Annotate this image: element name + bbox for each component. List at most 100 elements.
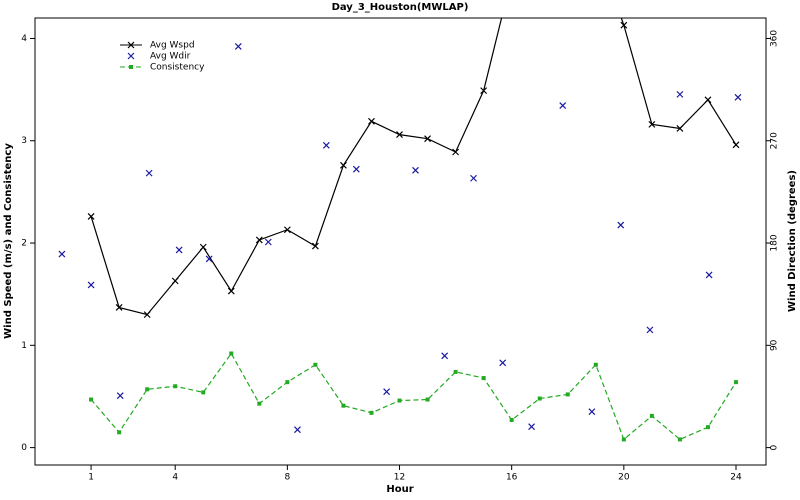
point (648, 120, 656, 128)
point (341, 403, 346, 408)
legend-marker (127, 41, 135, 49)
x-tick-label: 20 (618, 473, 630, 483)
x-tick-label: 24 (730, 473, 742, 483)
point (617, 221, 625, 229)
point (452, 148, 460, 156)
point (87, 213, 95, 220)
point (412, 166, 419, 174)
point (89, 397, 94, 402)
point (264, 238, 272, 246)
x-axis-label: Hour (386, 484, 413, 495)
x-tick-label: 8 (284, 473, 290, 483)
point (481, 376, 486, 381)
point (621, 437, 626, 442)
point (646, 326, 654, 334)
y2-tick-label: 360 (770, 30, 780, 47)
point (559, 102, 567, 109)
point (441, 352, 449, 360)
y-tick-label: 1 (21, 341, 27, 351)
point (311, 242, 319, 250)
point (145, 169, 153, 177)
point (368, 117, 375, 125)
legend-label: Avg Wdir (150, 52, 191, 62)
point (676, 125, 684, 132)
point (588, 408, 596, 416)
y2-tick-label: 270 (770, 132, 780, 149)
point (227, 287, 235, 295)
point (117, 430, 122, 435)
point (509, 417, 514, 422)
point (352, 165, 360, 173)
point (171, 277, 179, 285)
legend-marker (129, 65, 133, 69)
point (499, 359, 507, 367)
plot-frame (34, 17, 767, 466)
legend-label: Avg Wspd (150, 41, 195, 51)
point (87, 281, 95, 289)
chart-title: Day_3_Houston(MWLAP) (332, 2, 469, 13)
point (620, 21, 628, 29)
point (294, 426, 301, 434)
y2-axis-label: Wind Direction (degrees) (787, 170, 798, 312)
point (424, 135, 431, 143)
legend-marker (127, 52, 135, 60)
x-tick-label: 12 (394, 473, 405, 483)
point (734, 93, 742, 101)
point (453, 369, 458, 374)
y-tick-label: 4 (21, 34, 27, 44)
point (369, 410, 374, 415)
point (732, 141, 740, 149)
x-tick-label: 16 (506, 473, 518, 483)
series-line (90, 352, 737, 441)
point (705, 271, 713, 279)
point (537, 396, 542, 401)
plot-data (58, 18, 742, 442)
point (115, 304, 123, 311)
point (649, 413, 654, 418)
point (234, 42, 242, 50)
x-tick-label: 1 (88, 473, 94, 483)
x-tick-label: 4 (172, 473, 178, 483)
point (255, 236, 263, 244)
y-axis-label: Wind Speed (m/s) and Consistency (3, 143, 14, 339)
point (257, 401, 262, 406)
point (201, 390, 206, 395)
point (229, 351, 234, 356)
point (676, 90, 684, 98)
point (313, 362, 318, 367)
series-line (90, 18, 737, 316)
y2-tick-label: 0 (770, 444, 780, 450)
point (199, 243, 207, 251)
point (58, 250, 66, 258)
point (145, 387, 150, 392)
point (205, 255, 213, 263)
point (383, 388, 391, 396)
point (116, 392, 124, 400)
point (175, 246, 183, 254)
point (425, 397, 430, 402)
y2-tick-label: 90 (770, 339, 780, 351)
point (397, 398, 402, 403)
point (528, 423, 536, 431)
point (470, 174, 477, 182)
point (565, 392, 570, 397)
y-tick-label: 2 (21, 239, 27, 249)
point (285, 380, 290, 385)
point (733, 380, 738, 385)
point (173, 384, 178, 389)
point (396, 131, 403, 139)
y-tick-label: 3 (21, 136, 27, 146)
point (283, 226, 291, 234)
point (480, 87, 488, 95)
point (704, 96, 712, 104)
point (143, 311, 151, 319)
legend-label: Consistency (150, 63, 205, 73)
point (677, 437, 682, 442)
y2-tick-label: 180 (770, 234, 780, 251)
point (322, 141, 330, 149)
point (705, 425, 710, 430)
point (593, 362, 598, 367)
y-tick-label: 0 (21, 443, 27, 453)
point (340, 161, 347, 169)
